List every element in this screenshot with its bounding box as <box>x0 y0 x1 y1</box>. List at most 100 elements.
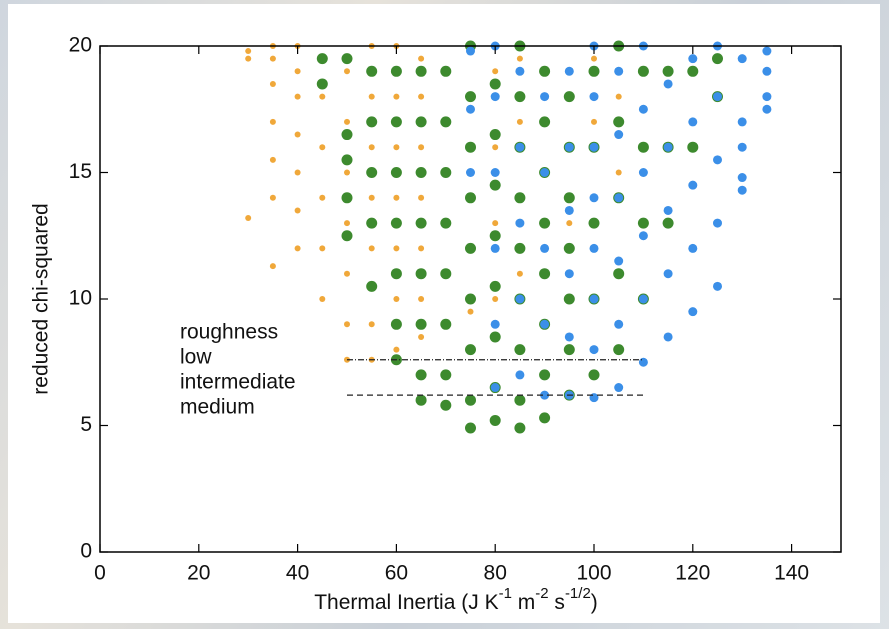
point <box>366 65 378 77</box>
point <box>393 296 400 302</box>
point <box>366 167 378 178</box>
point <box>688 307 698 317</box>
point <box>490 319 500 329</box>
point <box>492 144 499 151</box>
point <box>415 268 427 280</box>
point <box>294 68 301 75</box>
point <box>614 66 624 76</box>
point <box>712 53 723 65</box>
point <box>713 92 722 102</box>
point <box>368 93 375 100</box>
point <box>564 66 574 76</box>
legend-entry: low <box>180 346 212 369</box>
y-tick-label: 10 <box>69 287 92 310</box>
point <box>540 168 550 177</box>
point <box>663 269 673 279</box>
point <box>366 280 378 292</box>
point <box>489 331 501 343</box>
point <box>564 332 574 342</box>
x-tick-label: 80 <box>484 562 507 585</box>
chart-card <box>8 4 880 623</box>
point <box>489 230 501 242</box>
point <box>489 78 501 90</box>
point <box>762 66 772 76</box>
point <box>638 294 648 304</box>
point <box>637 217 649 229</box>
point <box>415 65 427 77</box>
point <box>564 142 574 152</box>
point <box>418 194 425 201</box>
point <box>515 142 525 152</box>
point <box>344 169 350 176</box>
point <box>564 269 574 279</box>
point <box>663 142 673 152</box>
point <box>465 394 476 406</box>
point <box>466 168 475 177</box>
point <box>588 217 600 229</box>
point <box>245 215 252 222</box>
point <box>393 144 400 151</box>
point <box>319 296 326 302</box>
point <box>316 78 328 90</box>
point <box>341 129 353 141</box>
point <box>591 55 597 62</box>
point <box>415 116 427 128</box>
point <box>344 68 350 75</box>
point <box>613 268 625 280</box>
x-label-text: ) <box>591 591 598 614</box>
point <box>515 370 525 380</box>
point <box>762 104 772 114</box>
point <box>269 156 276 163</box>
point <box>662 217 674 229</box>
point <box>415 167 427 178</box>
point <box>762 92 772 102</box>
point <box>269 194 276 201</box>
point <box>269 80 276 87</box>
x-axis-label: Thermal Inertia (J K-1 m-2 s-1/2) <box>314 585 598 613</box>
x-label-text: s <box>549 591 565 614</box>
point <box>539 412 551 424</box>
point <box>614 130 624 140</box>
point <box>589 193 599 203</box>
point <box>762 46 772 56</box>
point <box>563 293 575 305</box>
point <box>563 192 575 204</box>
point <box>591 118 597 125</box>
point <box>688 243 698 253</box>
point <box>490 168 500 177</box>
point <box>514 91 526 103</box>
y-tick-label: 5 <box>80 413 92 436</box>
point <box>440 268 452 280</box>
point <box>466 46 475 56</box>
point <box>540 92 550 102</box>
point <box>737 173 747 183</box>
point <box>613 344 625 356</box>
point <box>467 308 474 315</box>
point <box>294 207 301 214</box>
point <box>415 369 427 381</box>
point <box>615 93 622 100</box>
point <box>489 129 501 141</box>
point <box>344 220 350 227</box>
point <box>637 65 649 77</box>
point <box>245 55 252 62</box>
y-tick-label: 0 <box>80 540 92 563</box>
point <box>614 383 624 393</box>
point <box>341 154 353 166</box>
point <box>390 268 402 280</box>
point <box>539 369 551 381</box>
point <box>465 242 476 254</box>
point <box>688 117 698 127</box>
point <box>688 180 698 190</box>
point <box>489 414 501 426</box>
point <box>614 193 624 203</box>
point <box>418 93 425 100</box>
point <box>687 65 699 77</box>
point <box>316 53 328 65</box>
point <box>688 54 698 64</box>
point <box>713 281 722 291</box>
point <box>366 116 378 128</box>
point <box>368 321 375 328</box>
legend-entry: intermediate <box>180 371 296 394</box>
